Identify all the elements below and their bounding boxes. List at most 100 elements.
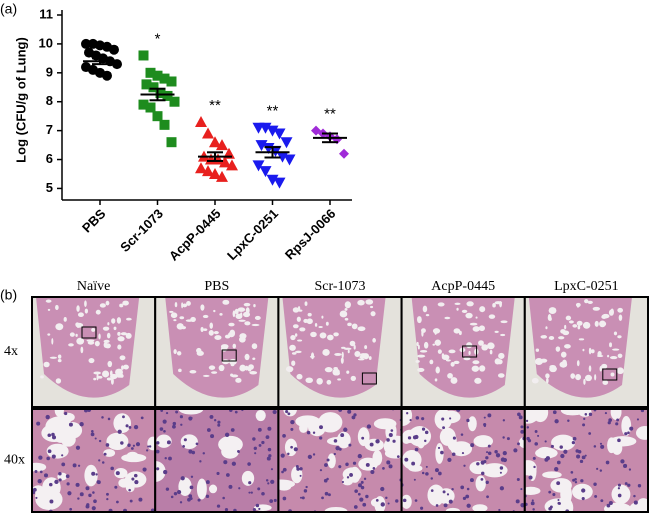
nucleus: [581, 488, 586, 493]
nucleus: [633, 500, 638, 505]
nucleus: [466, 487, 470, 491]
nucleus: [462, 496, 467, 501]
nucleus: [282, 467, 287, 472]
nucleus: [593, 445, 597, 448]
alveolus: [91, 327, 96, 332]
nucleus: [534, 430, 538, 433]
point: [195, 115, 207, 127]
nucleus: [170, 495, 174, 499]
alveolus: [200, 304, 205, 311]
nucleus: [180, 476, 185, 481]
nucleus: [548, 490, 552, 494]
alveolus: [322, 351, 325, 355]
micrograph-content: [401, 297, 525, 407]
airspace: [385, 421, 397, 442]
nucleus: [362, 502, 367, 507]
alveolus: [441, 354, 450, 361]
alveolus: [545, 373, 550, 379]
nucleus: [552, 410, 557, 415]
alveolus: [327, 334, 334, 341]
nucleus: [36, 421, 41, 426]
point: [141, 79, 152, 90]
alveolus: [601, 363, 608, 369]
nucleus: [617, 438, 621, 443]
nucleus: [382, 467, 385, 470]
nucleus: [502, 451, 507, 456]
alveolus: [612, 348, 620, 351]
nucleus: [531, 499, 534, 502]
alveolus: [186, 301, 191, 306]
point: [273, 128, 286, 140]
nucleus: [49, 499, 54, 504]
point: [259, 122, 272, 134]
alveolus: [116, 317, 122, 324]
alveolus: [582, 321, 591, 329]
nucleus: [116, 500, 119, 504]
nucleus: [348, 443, 352, 447]
point: [102, 70, 112, 81]
alveolus: [289, 344, 296, 351]
nucleus: [173, 491, 178, 496]
nucleus: [66, 482, 70, 486]
alveolus: [432, 328, 441, 334]
nucleus: [572, 436, 577, 441]
nucleus: [312, 453, 316, 456]
y-tick-label: 8: [46, 93, 53, 108]
point: [219, 156, 231, 168]
nucleus: [461, 452, 465, 455]
alveolus: [341, 351, 344, 359]
nucleus: [51, 435, 57, 440]
alveolus: [594, 374, 597, 381]
nucleus: [481, 471, 485, 476]
alveolus: [461, 309, 468, 313]
alveolus: [499, 301, 502, 308]
alveolus: [588, 365, 592, 372]
nucleus: [180, 423, 183, 426]
nucleus: [421, 471, 425, 475]
nucleus: [629, 426, 634, 431]
alveolus: [228, 322, 235, 327]
nucleus: [281, 470, 284, 474]
nucleus: [486, 495, 489, 499]
nucleus: [197, 498, 201, 502]
nucleus: [187, 497, 191, 502]
airspace: [45, 416, 73, 437]
alveolus: [294, 333, 298, 337]
nucleus: [131, 477, 135, 481]
nucleus: [199, 460, 202, 463]
alveolus: [325, 321, 329, 326]
nucleus: [380, 486, 385, 492]
alveolus: [296, 316, 301, 322]
alveolus: [245, 365, 249, 371]
nucleus: [85, 486, 90, 491]
alveolus: [610, 372, 615, 377]
nucleus: [623, 463, 628, 469]
nucleus: [91, 429, 94, 433]
nucleus: [406, 412, 409, 415]
alveolus: [454, 302, 461, 306]
airspace: [524, 486, 541, 495]
nucleus: [596, 467, 599, 470]
nucleus: [270, 468, 274, 471]
column-label: Scr-1073: [314, 279, 365, 294]
alveolus: [84, 300, 87, 307]
nucleus: [273, 498, 277, 502]
nucleus: [287, 452, 290, 456]
nucleus: [299, 474, 302, 477]
alveolus: [498, 352, 505, 360]
nucleus: [188, 449, 193, 454]
nucleus: [267, 426, 272, 431]
alveolus: [119, 303, 124, 308]
nucleus: [365, 494, 369, 499]
alveolus: [104, 343, 111, 349]
alveolus: [372, 338, 376, 343]
nucleus: [463, 464, 466, 467]
nucleus: [54, 479, 59, 485]
nucleus: [620, 459, 625, 464]
nucleus: [438, 471, 442, 476]
airspace: [196, 478, 207, 500]
nucleus: [608, 500, 613, 505]
airspace: [475, 475, 486, 492]
alveolus: [237, 307, 246, 312]
alveolus: [617, 307, 624, 313]
